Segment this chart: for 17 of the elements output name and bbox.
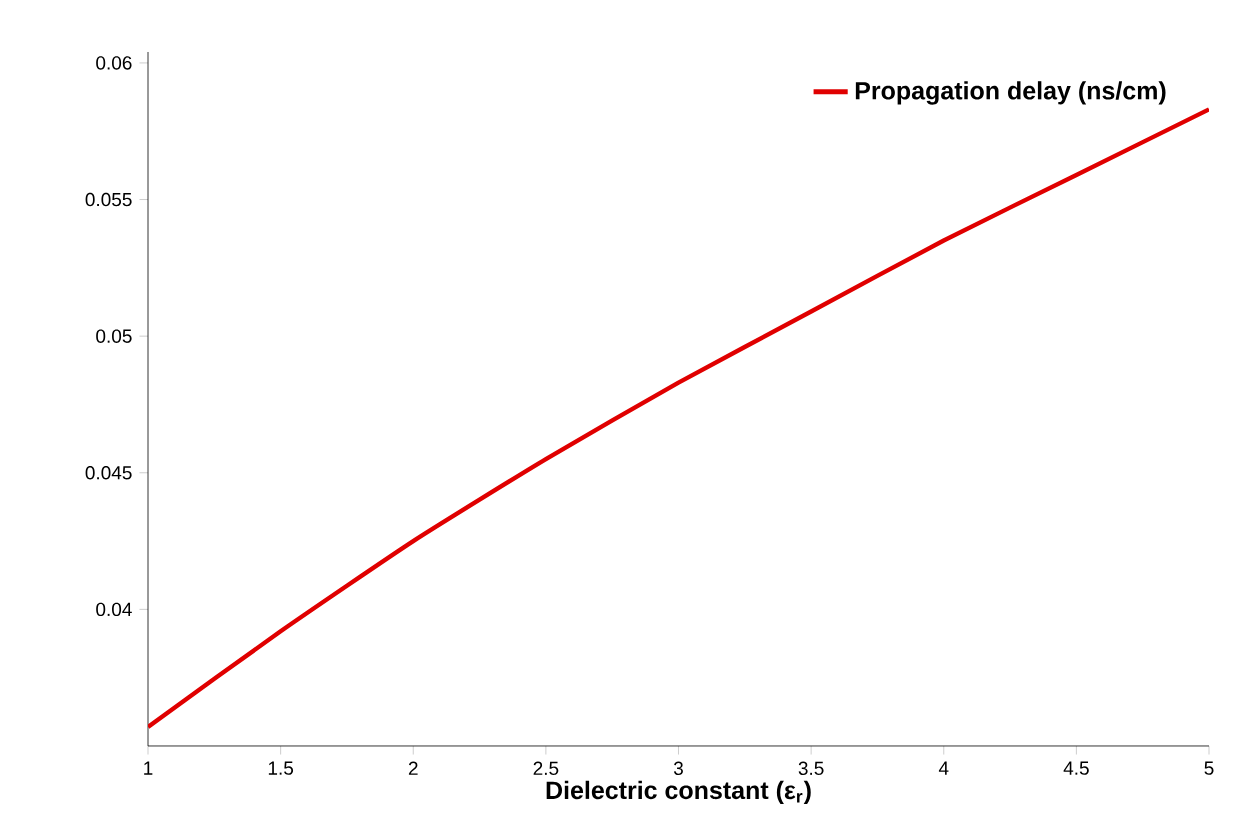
line-series bbox=[148, 107, 1209, 730]
x-tick-label: 3 bbox=[673, 761, 683, 776]
x-tick-label: 2 bbox=[408, 761, 418, 775]
x-axis-title: Dielectric constant (ε$_{r}$) bbox=[546, 780, 811, 805]
y-tick-label: 0.05 bbox=[96, 329, 132, 343]
y-tick-label: 0.045 bbox=[85, 466, 132, 480]
x-tick-label: 3.5 bbox=[798, 761, 824, 776]
y-tick-label: 0.04 bbox=[96, 602, 132, 617]
legend-label: Propagation delay (ns/cm) bbox=[855, 81, 1166, 105]
x-tick-label: 4.5 bbox=[1063, 761, 1089, 775]
x-tick-label: 2.5 bbox=[533, 761, 559, 776]
x-tick-label: 5 bbox=[1204, 761, 1214, 775]
x-tick-label: 1 bbox=[144, 761, 153, 775]
y-tick-label: 0.055 bbox=[85, 192, 132, 207]
x-tick-label: 1.5 bbox=[268, 761, 294, 775]
x-tick-label: 4 bbox=[938, 761, 949, 775]
y-tick-label: 0.06 bbox=[96, 56, 132, 70]
